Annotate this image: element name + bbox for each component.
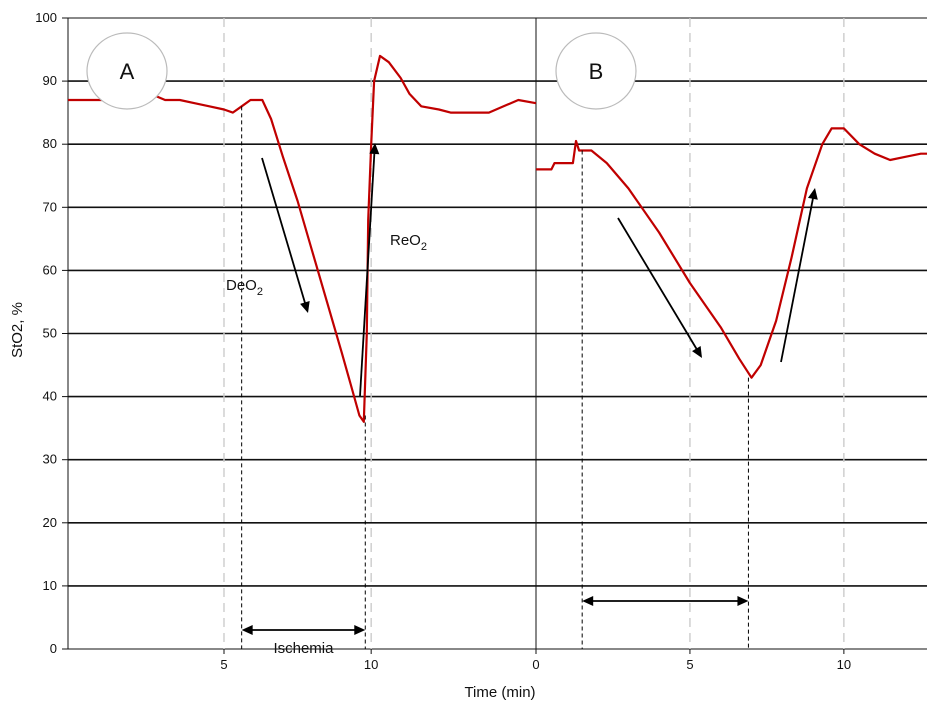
- deo2-arrow-shaft: [261, 157, 307, 306]
- panel-label-b: B: [589, 59, 604, 84]
- x-tick-label-a: 10: [364, 657, 378, 672]
- reo2-arrow-b-head: [807, 188, 818, 200]
- annotation-layer: A B Ischemia DeO2 ReO2: [86, 32, 818, 657]
- deo2-label: DeO2: [226, 277, 263, 298]
- y-tick-label: 40: [43, 389, 57, 404]
- reo2-arrow-shaft: [359, 150, 376, 397]
- x-tick-label-b: 10: [837, 657, 851, 672]
- ischemia-label: Ischemia: [273, 640, 334, 657]
- y-tick-label: 100: [35, 10, 57, 25]
- interval-arrow-b-head-left: [582, 596, 594, 606]
- stO2-series-line-b: [536, 127, 927, 379]
- panel-label-a: A: [120, 59, 135, 84]
- interval-arrow-b-head-right: [737, 596, 749, 606]
- panel-label-circle-a: [86, 32, 168, 110]
- y-tick-label: 10: [43, 578, 57, 593]
- x-axis-title: Time (min): [464, 684, 535, 701]
- y-axis-title: StO2, %: [9, 302, 26, 358]
- reo2-arrow-head: [369, 143, 380, 155]
- y-tick-label: 90: [43, 73, 57, 88]
- y-tick-label: 50: [43, 326, 57, 341]
- x-tick-label-b: 5: [686, 657, 693, 672]
- deo2-arrow-b-shaft: [617, 217, 699, 352]
- deo2-arrow-head: [300, 301, 310, 313]
- reo2-label: ReO2: [390, 232, 427, 253]
- series-layer: [68, 54, 927, 423]
- grid-layer: [62, 17, 927, 654]
- stO2-series-line-a: [68, 54, 537, 423]
- y-tick-label: 0: [50, 641, 57, 656]
- reo2-arrow-b-shaft: [780, 195, 815, 363]
- panel-label-circle-b: [555, 32, 637, 110]
- y-tick-label: 20: [43, 515, 57, 530]
- y-tick-label: 80: [43, 136, 57, 151]
- deo2-arrow-b-head: [692, 345, 702, 358]
- x-tick-label-b: 0: [532, 657, 539, 672]
- y-tick-label: 60: [43, 262, 57, 277]
- x-tick-label-a: 5: [220, 657, 227, 672]
- ischemia-arrow-head-right: [354, 625, 366, 635]
- y-tick-label: 70: [43, 199, 57, 214]
- ischemia-arrow-head-left: [241, 625, 253, 635]
- y-tick-label: 30: [43, 452, 57, 467]
